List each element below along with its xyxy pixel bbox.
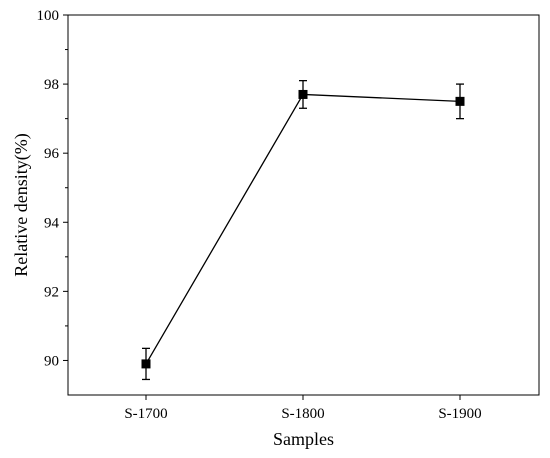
y-axis: 90 92 94 96 98 100 (37, 8, 68, 369)
data-point-marker (455, 96, 465, 106)
data-point-marker (298, 89, 308, 99)
y-axis-title: Relative density(%) (11, 133, 32, 276)
x-axis: S-1700 S-1800 S-1900 (124, 395, 482, 422)
data-point-marker (141, 359, 151, 369)
y-tick-label: 100 (37, 8, 60, 24)
series-layer (141, 79, 465, 381)
y-tick-label: 96 (44, 146, 60, 162)
y-tick-label: 90 (44, 353, 59, 369)
y-tick-label: 98 (44, 77, 59, 93)
y-tick-label: 92 (44, 284, 59, 300)
series-line (145, 93, 461, 365)
x-axis-title: Samples (273, 429, 334, 449)
plot-frame (67, 14, 540, 396)
x-tick-label: S-1700 (124, 406, 167, 422)
x-tick-label: S-1900 (438, 406, 481, 422)
y-tick-label: 94 (44, 215, 60, 231)
x-tick-label: S-1800 (281, 406, 324, 422)
